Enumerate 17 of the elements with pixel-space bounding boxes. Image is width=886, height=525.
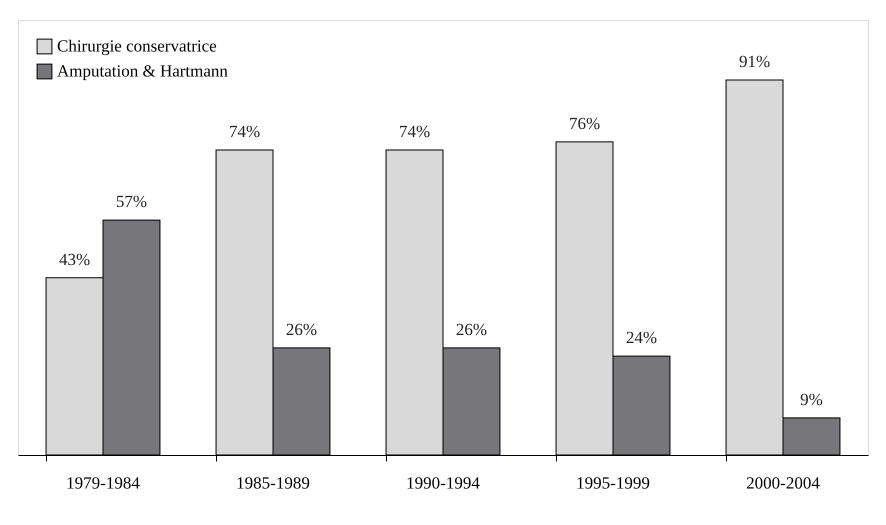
x-tick-label: 2000-2004	[746, 474, 820, 492]
data-label: 74%	[398, 122, 430, 142]
data-label: 26%	[286, 320, 318, 339]
data-label: 26%	[456, 320, 488, 339]
data-label: 91%	[738, 52, 770, 71]
x-tick-label: 1990-1994	[406, 474, 480, 492]
data-label: 57%	[116, 192, 148, 212]
data-label: 76%	[568, 114, 600, 133]
data-label: 9%	[800, 390, 823, 409]
data-label: 24%	[626, 328, 658, 348]
data-label: 43%	[58, 250, 90, 269]
x-tick-label: 1979-1984	[66, 474, 140, 492]
x-tick-label: 1985-1989	[236, 474, 310, 492]
legend-label: Chirurgie conservatrice	[57, 36, 217, 56]
x-tick-label: 1995-1999	[576, 474, 650, 492]
data-label: 74%	[228, 122, 260, 142]
legend-label: Amputation & Hartmann	[57, 62, 228, 80]
